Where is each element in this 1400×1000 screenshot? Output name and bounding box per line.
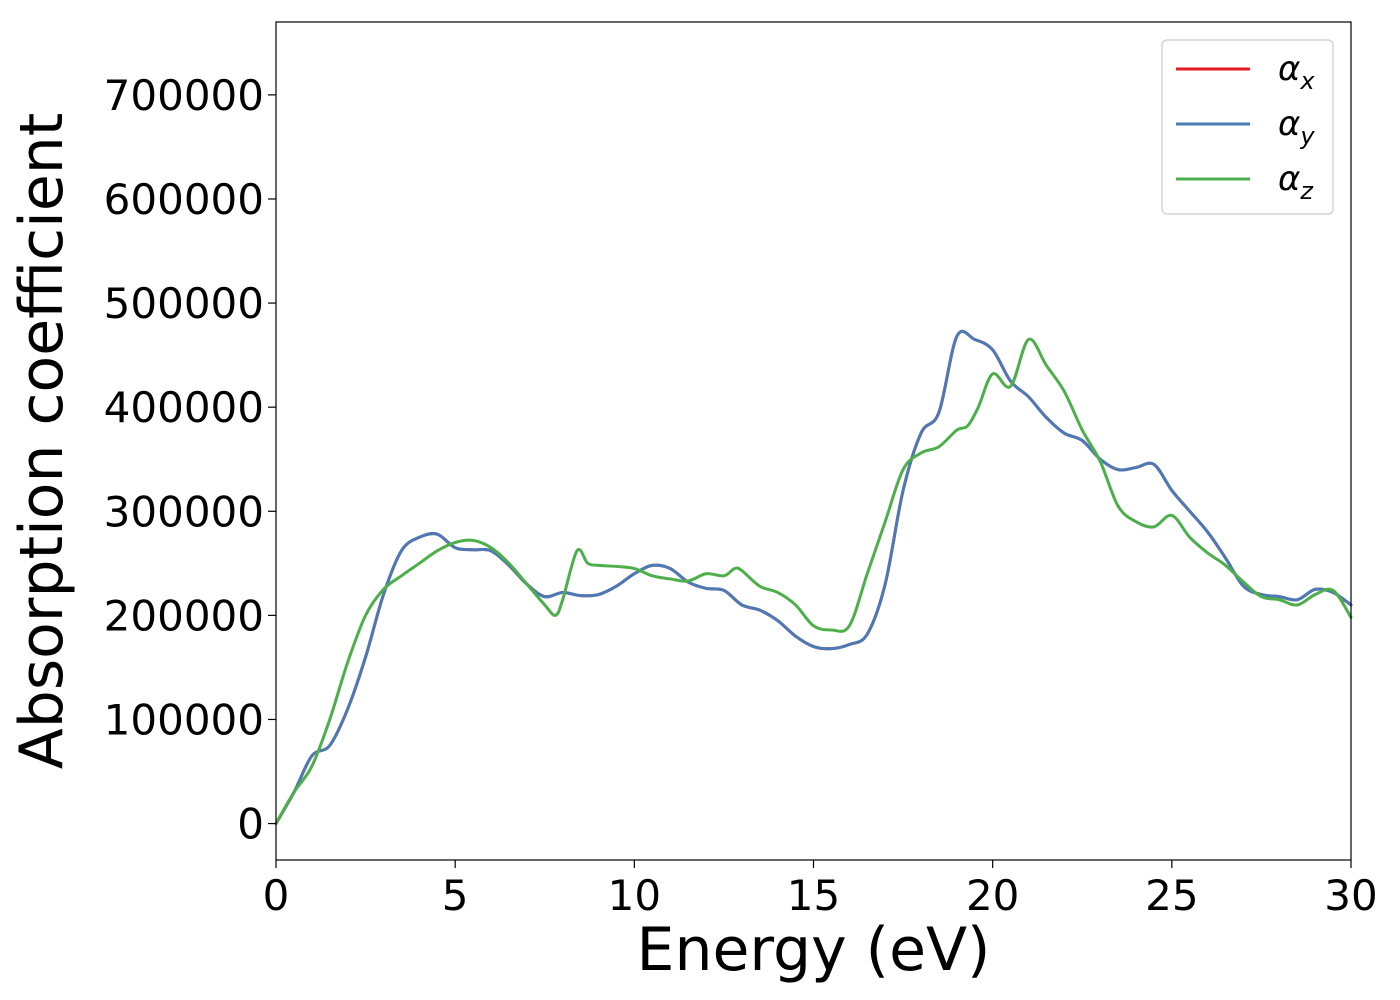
- y-tick-label: 700000: [104, 71, 264, 120]
- y-tick-label: 0: [237, 800, 264, 849]
- series-line-y: [274, 329, 1353, 826]
- legend-label-y: αy: [1278, 104, 1315, 150]
- x-tick-label: 30: [1324, 871, 1377, 920]
- series-line-z: [274, 337, 1353, 826]
- y-tick-label: 200000: [104, 591, 264, 640]
- y-tick-label: 600000: [104, 175, 264, 224]
- y-tick-label: 100000: [104, 695, 264, 744]
- x-axis: 0 5 10 15 20 25 30: [263, 860, 1378, 920]
- y-tick-label: 300000: [104, 487, 264, 536]
- x-tick-label: 15: [787, 871, 840, 920]
- legend-items: αx αy αz: [1176, 49, 1315, 205]
- legend-label-z: αz: [1278, 159, 1314, 205]
- x-tick-label: 25: [1145, 871, 1198, 920]
- series-layer: [274, 329, 1353, 826]
- legend: αx αy αz: [1161, 39, 1334, 215]
- x-axis-label: Energy (eV): [637, 915, 991, 985]
- x-tick-label: 20: [966, 871, 1019, 920]
- legend-label-x: αx: [1278, 49, 1315, 95]
- y-tick-label: 400000: [104, 383, 264, 432]
- legend-frame: [1161, 39, 1334, 215]
- x-tick-label: 10: [608, 871, 661, 920]
- x-tick-label: 5: [442, 871, 469, 920]
- y-axis-label: Absorption coefficient: [7, 113, 77, 770]
- y-axis: 0 100000 200000 300000 400000 500000 600000 700…: [104, 71, 276, 849]
- y-tick-label: 500000: [104, 279, 264, 328]
- x-tick-label: 0: [263, 871, 290, 920]
